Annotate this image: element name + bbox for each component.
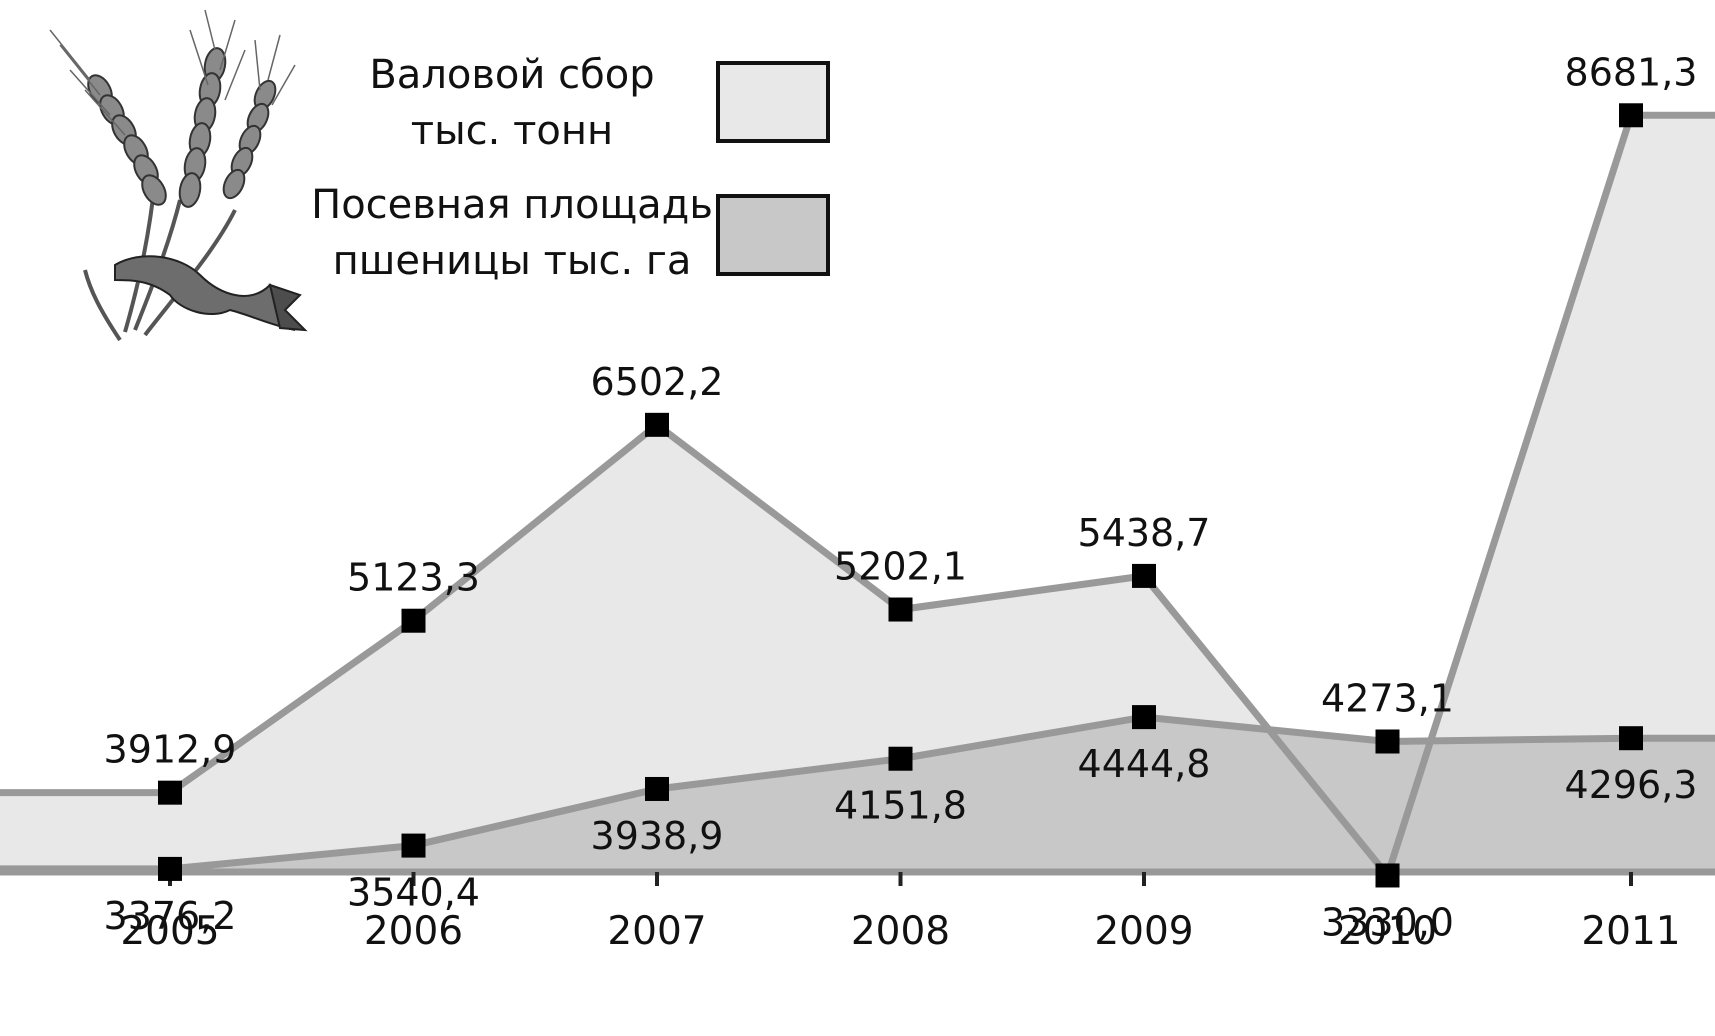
data-label-sown-area: 4296,3 [1565, 763, 1698, 807]
x-tick-label: 2007 [607, 909, 706, 954]
area-gross-harvest [0, 115, 1715, 876]
marker-sown-area [1619, 726, 1643, 751]
marker-gross-harvest [1375, 863, 1400, 888]
legend-item-sown-area: Посевная площадь пшеницы тыс. га [311, 182, 830, 284]
marker-gross-harvest [1619, 103, 1643, 128]
legend-label-line-1: Валовой сбор [369, 52, 654, 98]
marker-sown-area [645, 776, 669, 801]
marker-sown-area [1132, 705, 1156, 730]
legend: Валовой сбор тыс. тонн Посевная площадь … [311, 52, 830, 284]
marker-gross-harvest [888, 597, 913, 622]
data-label-gross-harvest: 8681,3 [1565, 50, 1698, 94]
marker-sown-area [158, 856, 182, 881]
data-label-sown-area: 4151,8 [834, 784, 967, 828]
legend-swatch-sown-area [716, 194, 830, 276]
data-label-gross-harvest: 3330,0 [1321, 900, 1454, 944]
marker-sown-area [888, 746, 913, 771]
x-axis: 2005 2006 2007 2008 2009 2010 2011 [0, 868, 1715, 954]
data-label-gross-harvest: 5123,3 [347, 556, 480, 600]
wheat-sheaf-icon [49, 9, 308, 342]
marker-gross-harvest [158, 780, 182, 805]
x-tick-label: 2011 [1581, 909, 1680, 954]
marker-sown-area [401, 833, 426, 858]
data-label-gross-harvest: 5202,1 [834, 545, 967, 589]
marker-gross-harvest [1132, 563, 1156, 588]
x-tick-label: 2006 [364, 909, 463, 954]
marker-gross-harvest [645, 412, 669, 437]
marker-gross-harvest [401, 608, 426, 633]
data-label-gross-harvest: 3912,9 [104, 728, 237, 772]
marker-sown-area [1375, 729, 1400, 754]
data-label-sown-area: 4444,8 [1078, 742, 1211, 786]
x-tick-label: 2009 [1094, 909, 1193, 954]
data-label-sown-area: 3540,4 [347, 871, 480, 915]
data-label-sown-area: 3376,2 [104, 894, 237, 938]
legend-swatch-gross-harvest [716, 61, 830, 143]
value-labels: 3912,9 5123,3 6502,2 5202,1 5438,7 3330,0 8681… [104, 50, 1698, 944]
legend-item-gross-harvest: Валовой сбор тыс. тонн [369, 52, 830, 154]
data-label-gross-harvest: 6502,2 [591, 360, 724, 404]
legend-label-line-2: тыс. тонн [411, 108, 613, 154]
data-label-gross-harvest: 5438,7 [1078, 511, 1211, 555]
data-label-sown-area: 3938,9 [591, 814, 724, 858]
chart-markers [158, 103, 1643, 888]
x-tick-label: 2005 [120, 909, 219, 954]
x-tick-label: 2010 [1338, 909, 1437, 954]
legend-label-line-2: пшеницы тыс. га [333, 238, 692, 284]
data-label-sown-area: 4273,1 [1321, 676, 1454, 720]
x-tick-label: 2008 [851, 909, 950, 954]
legend-label-line-1: Посевная площадь [311, 182, 713, 228]
